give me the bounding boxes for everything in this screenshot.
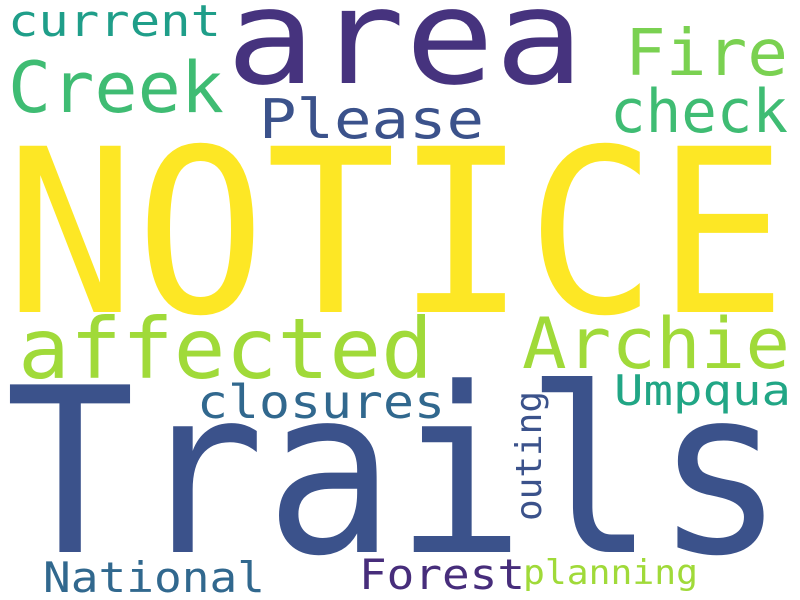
word-current: current — [8, 0, 221, 47]
word-affected: affected — [18, 300, 433, 398]
word-notice: NOTICE — [5, 100, 787, 366]
word-umpqua: Umpqua — [614, 366, 791, 415]
word-planning: planning — [523, 553, 698, 593]
word-creek: Creek — [8, 47, 224, 129]
word-outing: outing — [509, 391, 550, 521]
word-please: Please — [259, 88, 484, 151]
word-closures: closures — [197, 375, 445, 429]
word-forest: Forest — [359, 550, 525, 599]
word-area: area — [226, 0, 584, 115]
word-archie: Archie — [522, 303, 790, 385]
word-check: check — [610, 77, 788, 147]
word-national: National — [43, 553, 265, 600]
word-trails: Trails — [5, 340, 785, 600]
word-fire: Fire — [625, 17, 788, 91]
